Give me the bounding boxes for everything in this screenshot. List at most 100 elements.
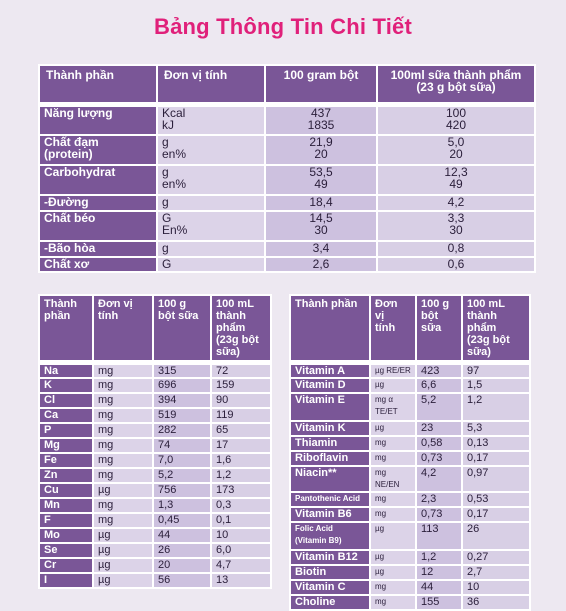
table-row: Năng lượng Kcal kJ 437 1835 100 420 [38, 102, 536, 136]
component-cell: Choline [289, 594, 371, 611]
per-100ml-cell: 3,3 30 [376, 209, 536, 242]
table-row: Carbohydrat g en% 53,5 49 12,3 49 [38, 163, 536, 196]
per-100g-cell: 21,9 20 [264, 133, 378, 166]
vitamins-table: Thành phần Đơn vị tính 100 g bột sữa 100… [289, 294, 531, 611]
per-100g-cell: 44 [415, 579, 463, 596]
per-100g-cell: 113 [415, 521, 463, 551]
per-100ml-cell: 0,13 [461, 435, 531, 452]
per-100g-cell: 437 1835 [264, 102, 378, 136]
table-row: Chất đạm (protein) g en% 21,9 20 5,0 20 [38, 133, 536, 166]
per-100g-cell: 756 [152, 482, 212, 499]
per-100ml-cell: 4,2 [376, 193, 536, 212]
per-100ml-cell: 1,2 [461, 392, 531, 422]
component-cell: Cl [38, 392, 94, 409]
unit-cell: µg [369, 420, 417, 437]
component-cell: Ca [38, 407, 94, 424]
per-100g-cell: 53,5 49 [264, 163, 378, 196]
per-100ml-cell: 119 [210, 407, 272, 424]
table-row: Mn mg 1,3 0,3 [38, 497, 272, 514]
unit-cell: mg [369, 435, 417, 452]
unit-cell: µg [92, 572, 154, 589]
component-cell: Vitamin A [289, 360, 371, 379]
per-100ml-cell: 72 [210, 360, 272, 379]
table-row: Cr µg 20 4,7 [38, 557, 272, 574]
table-row: Pantothenic Acid mg 2,3 0,53 [289, 491, 531, 508]
unit-cell: µg [369, 521, 417, 551]
per-100ml-cell: 0,27 [461, 549, 531, 566]
unit-cell: mg [92, 360, 154, 379]
per-100ml-cell: 12,3 49 [376, 163, 536, 196]
table-row: Chất béo G En% 14,5 30 3,3 30 [38, 209, 536, 242]
per-100g-cell: 12 [415, 564, 463, 581]
component-cell: Năng lượng [38, 102, 158, 136]
component-cell: I [38, 572, 94, 589]
component-cell: Mn [38, 497, 94, 514]
unit-cell: g [156, 239, 266, 258]
per-100ml-cell: 0,6 [376, 255, 536, 273]
per-100ml-cell: 90 [210, 392, 272, 409]
per-100g-cell: 26 [152, 542, 212, 559]
header-per-100ml: 100 mL thành phẩm (23g bột sữa) [210, 294, 272, 364]
header-per-100g: 100 g bột sữa [415, 294, 463, 364]
per-100g-cell: 0,73 [415, 450, 463, 467]
per-100ml-cell: 159 [210, 377, 272, 394]
per-100g-cell: 155 [415, 594, 463, 611]
per-100ml-cell: 0,97 [461, 465, 531, 493]
component-cell: -Đường [38, 193, 158, 212]
table-row: -Bão hòa g 3,4 0,8 [38, 239, 536, 258]
unit-cell: mg α TE/ET [369, 392, 417, 422]
header-per-100ml: 100ml sữa thành phẩm (23 g bột sữa) [376, 64, 536, 106]
component-cell: Zn [38, 467, 94, 484]
table-row: Folic Acid (Vitamin B9) µg 113 26 [289, 521, 531, 551]
per-100g-cell: 5,2 [152, 467, 212, 484]
unit-cell: mg [369, 506, 417, 523]
table-row: Biotin µg 12 2,7 [289, 564, 531, 581]
table-row: Choline mg 155 36 [289, 594, 531, 611]
per-100g-cell: 2,3 [415, 491, 463, 508]
component-cell: Vitamin D [289, 377, 371, 394]
per-100g-cell: 2,6 [264, 255, 378, 273]
unit-cell: mg [92, 392, 154, 409]
component-cell: Folic Acid (Vitamin B9) [289, 521, 371, 551]
per-100g-cell: 4,2 [415, 465, 463, 493]
table-row: Niacin** mg NE/EN 4,2 0,97 [289, 465, 531, 493]
per-100g-cell: 1,2 [415, 549, 463, 566]
per-100ml-cell: 173 [210, 482, 272, 499]
header-per-100ml: 100 mL thành phẩm (23g bột sữa) [461, 294, 531, 364]
per-100ml-cell: 2,7 [461, 564, 531, 581]
table-row: Mo µg 44 10 [38, 527, 272, 544]
table-row: Se µg 26 6,0 [38, 542, 272, 559]
table-row: Mg mg 74 17 [38, 437, 272, 454]
per-100g-cell: 315 [152, 360, 212, 379]
per-100ml-cell: 5,3 [461, 420, 531, 437]
table-row: Ca mg 519 119 [38, 407, 272, 424]
unit-cell: g [156, 193, 266, 212]
per-100ml-cell: 1,2 [210, 467, 272, 484]
per-100ml-cell: 0,17 [461, 506, 531, 523]
component-cell: F [38, 512, 94, 529]
unit-cell: µg [92, 482, 154, 499]
per-100ml-cell: 65 [210, 422, 272, 439]
unit-cell: mg [369, 594, 417, 611]
per-100g-cell: 3,4 [264, 239, 378, 258]
unit-cell: mg [92, 512, 154, 529]
component-cell: -Bão hòa [38, 239, 158, 258]
table-row: Riboflavin mg 0,73 0,17 [289, 450, 531, 467]
component-cell: Thiamin [289, 435, 371, 452]
table-header-row: Thành phần Đơn vị tính 100 g bột sữa 100… [289, 294, 531, 364]
component-cell: Chất đạm (protein) [38, 133, 158, 166]
unit-cell: mg [92, 452, 154, 469]
per-100g-cell: 44 [152, 527, 212, 544]
table-header-row: Thành phần Đơn vị tính 100 gram bột 100m… [38, 64, 536, 106]
nutrition-summary-table: Thành phần Đơn vị tính 100 gram bột 100m… [38, 64, 536, 273]
per-100g-cell: 696 [152, 377, 212, 394]
per-100g-cell: 18,4 [264, 193, 378, 212]
component-cell: Fe [38, 452, 94, 469]
component-cell: Cr [38, 557, 94, 574]
per-100g-cell: 0,58 [415, 435, 463, 452]
component-cell: Cu [38, 482, 94, 499]
table-header-row: Thành phần Đơn vị tính 100 g bột sữa 100… [38, 294, 272, 364]
